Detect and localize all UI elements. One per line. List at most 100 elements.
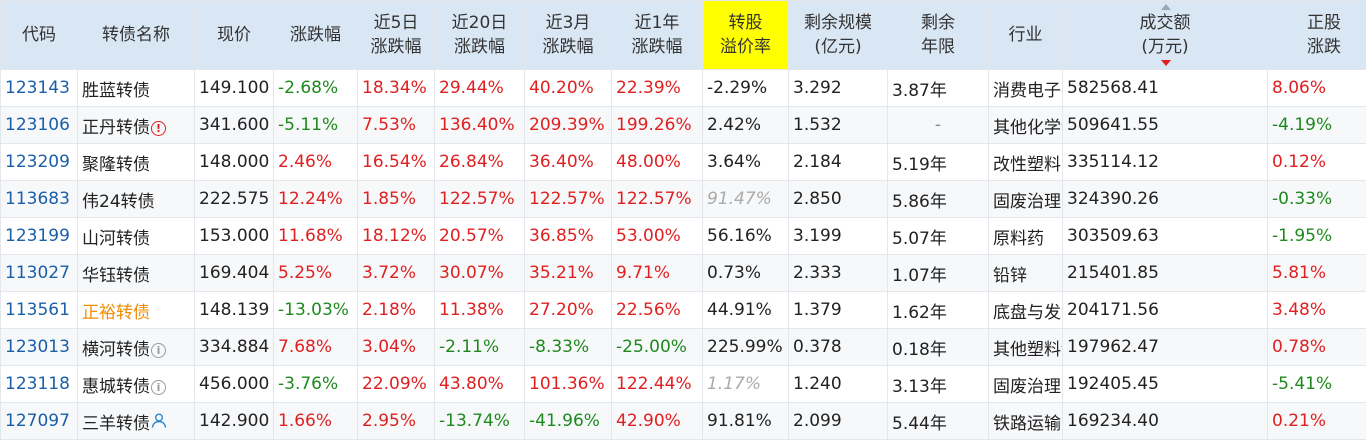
header-conversion-premium[interactable]: 转股 溢价率 bbox=[702, 0, 789, 70]
change-20d: 29.44% bbox=[434, 69, 525, 107]
table-row[interactable]: 123209 聚隆转债 148.000 2.46% 16.54% 26.84% 36.40%… bbox=[0, 143, 1366, 181]
bond-code[interactable]: 123118 bbox=[0, 365, 78, 403]
bond-code[interactable]: 123199 bbox=[0, 217, 78, 255]
change: -3.76% bbox=[273, 365, 358, 403]
change-3m: 101.36% bbox=[524, 365, 612, 403]
change-20d: -13.74% bbox=[434, 402, 525, 440]
industry: 铅锌 bbox=[988, 254, 1063, 292]
bond-name[interactable]: 胜蓝转债 bbox=[82, 80, 150, 101]
remaining-size: 1.240 bbox=[788, 365, 888, 403]
table-row[interactable]: 123143 胜蓝转债 149.100 -2.68% 18.34% 29.44% 40.20… bbox=[0, 69, 1366, 107]
change-5d: 18.12% bbox=[357, 217, 435, 255]
industry: 改性塑料 bbox=[988, 143, 1063, 181]
header-20d-change[interactable]: 近20日 涨跌幅 bbox=[434, 0, 525, 70]
stock-change: 0.21% bbox=[1267, 402, 1366, 440]
header-remaining-years[interactable]: 剩余 年限 bbox=[887, 0, 989, 70]
change-3m: -41.96% bbox=[524, 402, 612, 440]
bond-code[interactable]: 123013 bbox=[0, 328, 78, 366]
info-icon[interactable]: i bbox=[151, 342, 166, 358]
change-1y: 22.39% bbox=[611, 69, 703, 107]
warning-icon[interactable]: ! bbox=[151, 120, 166, 136]
header-industry[interactable]: 行业 bbox=[988, 0, 1063, 70]
bond-code[interactable]: 127097 bbox=[0, 402, 78, 440]
bond-name-cell[interactable]: 胜蓝转债 bbox=[77, 69, 195, 107]
change: 5.25% bbox=[273, 254, 358, 292]
table-row[interactable]: 123106 正丹转债! 341.600 -5.11% 7.53% 136.40% 209.… bbox=[0, 106, 1366, 144]
bond-code[interactable]: 123143 bbox=[0, 69, 78, 107]
bond-name-cell[interactable]: 聚隆转债 bbox=[77, 143, 195, 181]
bond-name-cell[interactable]: 三羊转债 bbox=[77, 402, 195, 440]
bond-name-cell[interactable]: 华钰转债 bbox=[77, 254, 195, 292]
header-price[interactable]: 现价 bbox=[194, 0, 274, 70]
bond-name-cell[interactable]: 惠城转债 i bbox=[77, 365, 195, 403]
stock-change: 0.78% bbox=[1267, 328, 1366, 366]
price: 148.000 bbox=[194, 143, 274, 181]
bond-name[interactable]: 华钰转债 bbox=[82, 265, 150, 286]
bond-name[interactable]: 正裕转债 bbox=[82, 302, 150, 323]
user-icon[interactable] bbox=[151, 413, 167, 428]
table-row[interactable]: 123199 山河转债 153.000 11.68% 18.12% 20.57% 36.85… bbox=[0, 217, 1366, 255]
bond-code[interactable]: 113027 bbox=[0, 254, 78, 292]
volume: 192405.45 bbox=[1062, 365, 1268, 403]
bond-name[interactable]: 伟24转债 bbox=[82, 191, 155, 212]
table-row[interactable]: 113027 华钰转债 169.404 5.25% 3.72% 30.07% 35.21% 9… bbox=[0, 254, 1366, 292]
bond-name[interactable]: 聚隆转债 bbox=[82, 154, 150, 175]
table-row[interactable]: 127097 三羊转债 142.900 1.66% 2.95% -13.74% -41.96… bbox=[0, 402, 1366, 440]
header-code[interactable]: 代码 bbox=[0, 0, 78, 70]
header-name[interactable]: 转债名称 bbox=[77, 0, 195, 70]
change-5d: 18.34% bbox=[357, 69, 435, 107]
bond-name[interactable]: 山河转债 bbox=[82, 228, 150, 249]
header-5d-change[interactable]: 近5日 涨跌幅 bbox=[357, 0, 435, 70]
bond-name-cell[interactable]: 正丹转债! bbox=[77, 106, 195, 144]
conversion-premium: 44.91% bbox=[702, 291, 789, 329]
bond-name-cell[interactable]: 正裕转债 bbox=[77, 291, 195, 329]
remaining-size: 3.199 bbox=[788, 217, 888, 255]
volume: 303509.63 bbox=[1062, 217, 1268, 255]
bond-name[interactable]: 横河转债 bbox=[82, 339, 150, 360]
bond-code[interactable]: 113561 bbox=[0, 291, 78, 329]
remaining-years: 5.44年 bbox=[887, 402, 989, 440]
bond-name[interactable]: 三羊转债 bbox=[82, 413, 150, 434]
bond-code[interactable]: 113683 bbox=[0, 180, 78, 218]
industry: 铁路运输 bbox=[988, 402, 1063, 440]
table-body: 123143 胜蓝转债 149.100 -2.68% 18.34% 29.44% 40.20… bbox=[0, 69, 1366, 440]
header-1y-change[interactable]: 近1年 涨跌幅 bbox=[611, 0, 703, 70]
info-icon[interactable]: i bbox=[151, 379, 166, 395]
header-volume[interactable]: 成交额 (万元) bbox=[1062, 0, 1268, 70]
bond-name-cell[interactable]: 横河转债 i bbox=[77, 328, 195, 366]
stock-change: -4.19% bbox=[1267, 106, 1366, 144]
header-3m-change[interactable]: 近3月 涨跌幅 bbox=[524, 0, 612, 70]
change-20d: 11.38% bbox=[434, 291, 525, 329]
stock-change: 5.81% bbox=[1267, 254, 1366, 292]
conversion-premium: 91.81% bbox=[702, 402, 789, 440]
change-3m: 36.40% bbox=[524, 143, 612, 181]
stock-change: 8.06% bbox=[1267, 69, 1366, 107]
header-change[interactable]: 涨跌幅 bbox=[273, 0, 358, 70]
remaining-size: 0.378 bbox=[788, 328, 888, 366]
table-row[interactable]: 123013 横河转债 i 334.884 7.68% 3.04% -2.11% -8.33%… bbox=[0, 328, 1366, 366]
bond-name[interactable]: 正丹转债 bbox=[82, 117, 150, 138]
change-5d: 2.95% bbox=[357, 402, 435, 440]
table-row[interactable]: 113561 正裕转债 148.139 -13.03% 2.18% 11.38% 27.20… bbox=[0, 291, 1366, 329]
remaining-years: 0.18年 bbox=[887, 328, 989, 366]
remaining-years: 5.07年 bbox=[887, 217, 989, 255]
bond-name-cell[interactable]: 伟24转债 bbox=[77, 180, 195, 218]
change-1y: 53.00% bbox=[611, 217, 703, 255]
header-remaining-size[interactable]: 剩余规模 (亿元) bbox=[788, 0, 888, 70]
bond-code[interactable]: 123209 bbox=[0, 143, 78, 181]
conversion-premium: 0.73% bbox=[702, 254, 789, 292]
change-1y: 48.00% bbox=[611, 143, 703, 181]
price: 149.100 bbox=[194, 69, 274, 107]
price: 153.000 bbox=[194, 217, 274, 255]
change-3m: 122.57% bbox=[524, 180, 612, 218]
change-5d: 16.54% bbox=[357, 143, 435, 181]
conversion-premium: -2.29% bbox=[702, 69, 789, 107]
header-stock-change[interactable]: 正股 涨跌 bbox=[1267, 0, 1366, 70]
bond-name[interactable]: 惠城转债 bbox=[82, 376, 150, 397]
table-row[interactable]: 123118 惠城转债 i 456.000 -3.76% 22.09% 43.80% 101.… bbox=[0, 365, 1366, 403]
bond-code[interactable]: 123106 bbox=[0, 106, 78, 144]
table-row[interactable]: 113683 伟24转债 222.575 12.24% 1.85% 122.57% 122.… bbox=[0, 180, 1366, 218]
bond-name-cell[interactable]: 山河转债 bbox=[77, 217, 195, 255]
change: 1.66% bbox=[273, 402, 358, 440]
